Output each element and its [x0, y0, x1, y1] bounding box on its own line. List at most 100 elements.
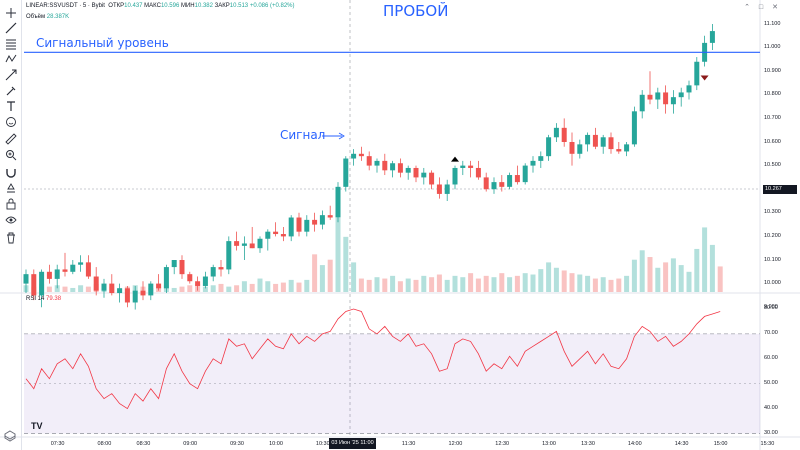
rsi-tick-label: 30.00	[764, 429, 778, 436]
lock-icon[interactable]	[3, 196, 19, 212]
candle-body	[390, 163, 396, 171]
text-icon[interactable]	[3, 98, 19, 114]
volume-bar	[468, 273, 474, 292]
prediction-icon[interactable]	[3, 67, 19, 83]
tradingview-logo[interactable]: TV	[31, 421, 43, 431]
close-icon[interactable]: ✕	[772, 4, 778, 11]
trash-icon[interactable]	[3, 230, 19, 246]
candle-body	[452, 167, 458, 185]
time-tick-label: 10:00	[269, 441, 283, 447]
low-label: МИН	[180, 3, 195, 9]
candle-body	[468, 165, 474, 168]
signal-arrow-head	[338, 132, 345, 140]
candle-body	[351, 153, 357, 159]
candle-body	[23, 274, 29, 284]
candle-body	[413, 167, 419, 178]
candle-body	[234, 241, 240, 246]
volume-bar	[319, 265, 325, 292]
candle-body	[546, 137, 552, 157]
candle-body	[444, 184, 450, 194]
candle-body	[569, 142, 575, 154]
emoji-icon[interactable]	[3, 114, 19, 130]
volume-bar	[241, 281, 247, 292]
candle-body	[499, 182, 505, 187]
volume-bar	[171, 287, 177, 292]
candle-body	[70, 264, 76, 272]
candle-body	[179, 260, 185, 275]
volume-bar	[561, 270, 567, 292]
ruler-icon[interactable]	[3, 131, 19, 147]
volume-bar	[78, 285, 84, 292]
volume-bar	[514, 275, 520, 292]
price-tick-label: 10.800	[764, 91, 781, 98]
brush-icon[interactable]	[3, 83, 19, 99]
volume-bar	[70, 287, 76, 292]
drawing-toolbar	[0, 0, 22, 450]
candle-body	[265, 231, 271, 239]
volume-bar	[655, 267, 661, 292]
annotation-title[interactable]: ПРОБОЙ	[383, 2, 449, 20]
volume-bar	[631, 259, 637, 292]
high-value: 10.596	[160, 3, 180, 9]
volume-bar	[179, 286, 185, 292]
eye-icon[interactable]	[3, 212, 19, 228]
open-label: ОТКР	[108, 3, 125, 9]
candle-body	[483, 177, 489, 190]
candle-body	[202, 276, 208, 286]
rsi-tick-label: 40.00	[764, 405, 778, 412]
volume-bar	[717, 266, 723, 292]
sell-marker-icon	[700, 75, 709, 81]
candle-body	[241, 243, 247, 246]
volume-legend[interactable]: Объём 28.387K	[26, 14, 69, 20]
volume-bar	[585, 275, 591, 292]
candle-body	[312, 219, 318, 225]
maximize-icon[interactable]: □	[758, 4, 764, 11]
annotation-signal-level[interactable]: Сигнальный уровень	[36, 36, 169, 50]
crosshair-icon[interactable]	[3, 5, 19, 21]
candle-body	[686, 85, 692, 93]
candle-body	[670, 97, 676, 105]
price-tick-label: 10.100	[764, 256, 781, 263]
fib-icon[interactable]	[3, 36, 19, 52]
volume-bar	[429, 277, 435, 292]
interval-label[interactable]: 5	[82, 3, 87, 9]
candle-body	[694, 61, 700, 86]
rsi-band-fill	[24, 333, 760, 434]
price-tick-label: 11.100	[764, 20, 781, 27]
candle-body	[54, 269, 60, 279]
magnet-icon[interactable]	[3, 165, 19, 181]
volume-bar	[475, 278, 481, 292]
trendline-icon[interactable]	[3, 20, 19, 36]
price-tick-label: 10.600	[764, 138, 781, 145]
price-tick-label: 10.000	[764, 280, 781, 287]
lock-drawing-icon[interactable]	[3, 180, 19, 196]
chevron-up-icon[interactable]: ⌃	[744, 4, 750, 11]
high-label: МАКС	[144, 3, 161, 9]
volume-bar	[421, 275, 427, 292]
rsi-legend[interactable]: RSI 14 79.38	[26, 296, 61, 302]
annotation-signal[interactable]: Сигнал	[280, 128, 326, 142]
candle-body	[39, 271, 45, 296]
volume-bar	[397, 281, 403, 292]
crosshair-time-label: 03 Июн '25 11:00	[329, 438, 376, 449]
candle-body	[530, 160, 536, 166]
volume-bar	[366, 279, 372, 292]
price-tick-label: 9.900	[764, 303, 778, 310]
time-tick-label: 09:30	[230, 441, 244, 447]
pattern-icon[interactable]	[3, 51, 19, 67]
candle-body	[624, 144, 630, 152]
volume-bar	[273, 283, 279, 292]
candle-body	[319, 215, 325, 225]
price-tick-label: 10.700	[764, 114, 781, 121]
time-tick-label: 09:00	[183, 441, 198, 447]
time-tick-label: 14:00	[627, 441, 642, 447]
gear-icon[interactable]	[4, 430, 16, 442]
symbol-name[interactable]: LINEAR:SSVUSDT	[26, 3, 78, 9]
candle-body	[46, 271, 52, 279]
change-value: +0.086 (+0.82%)	[249, 3, 295, 9]
price-tick-label: 11.000	[764, 44, 781, 51]
candle-body	[585, 134, 591, 145]
zoom-icon[interactable]	[3, 147, 19, 163]
volume-bar	[647, 257, 653, 292]
